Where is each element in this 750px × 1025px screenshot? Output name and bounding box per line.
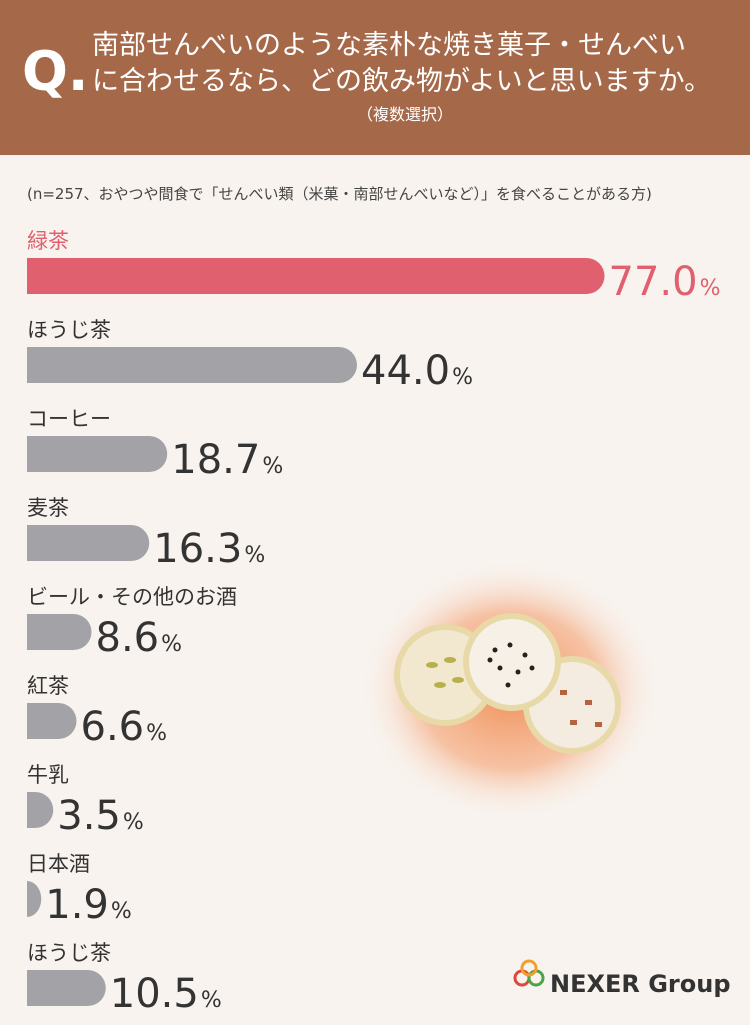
bar	[27, 258, 605, 294]
category-label: ほうじ茶	[27, 318, 111, 342]
title-line: 南部せんべいのような素朴な焼き菓子・せんべい	[92, 30, 686, 61]
brand: NEXER Group	[550, 970, 731, 998]
value-label: 18.7	[171, 437, 260, 483]
bar	[27, 436, 168, 472]
value-label: 77.0	[609, 259, 698, 305]
value-unit: %	[244, 543, 265, 568]
bar	[27, 792, 54, 828]
category-label: 麦茶	[27, 496, 69, 520]
bar	[27, 347, 357, 383]
bar	[27, 881, 42, 917]
value-unit: %	[111, 899, 132, 924]
category-label: ビール・その他のお酒	[27, 585, 237, 609]
bar	[27, 970, 106, 1006]
title-line: に合わせるなら、どの飲み物がよいと思いますか。	[92, 66, 711, 97]
category-label: 紅茶	[27, 674, 69, 698]
value-unit: %	[161, 632, 182, 657]
value-label: 3.5	[57, 793, 121, 839]
value-unit: %	[146, 721, 167, 746]
category-label: 牛乳	[27, 763, 69, 787]
bar	[27, 703, 77, 739]
value-unit: %	[201, 988, 222, 1013]
header	[0, 0, 750, 155]
value-unit: %	[452, 365, 473, 390]
value-label: 8.6	[96, 615, 160, 661]
category-label: 日本酒	[27, 852, 90, 876]
value-label: 44.0	[361, 348, 450, 394]
bar	[27, 525, 150, 561]
bar	[27, 614, 92, 650]
question-mark: Q.	[22, 40, 88, 103]
value-label: 6.6	[81, 704, 145, 750]
note: (n=257、おやつや間食で「せんべい類（米菓・南部せんべいなど）」を食べること…	[27, 185, 652, 203]
category-label: 緑茶	[27, 229, 69, 253]
value-unit: %	[123, 810, 144, 835]
value-unit: %	[700, 276, 721, 301]
value-label: 16.3	[153, 526, 242, 572]
subtitle: （複数選択）	[357, 105, 453, 124]
value-unit: %	[262, 454, 283, 479]
illustration	[360, 560, 660, 820]
value-label: 1.9	[45, 882, 109, 928]
category-label: コーヒー	[27, 407, 111, 431]
logo: NEXER Group	[513, 959, 731, 998]
category-label: ほうじ茶	[27, 941, 111, 965]
value-label: 10.5	[110, 971, 199, 1017]
